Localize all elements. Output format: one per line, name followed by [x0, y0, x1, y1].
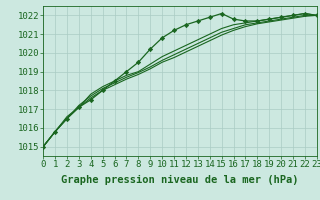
X-axis label: Graphe pression niveau de la mer (hPa): Graphe pression niveau de la mer (hPa) [61, 175, 299, 185]
